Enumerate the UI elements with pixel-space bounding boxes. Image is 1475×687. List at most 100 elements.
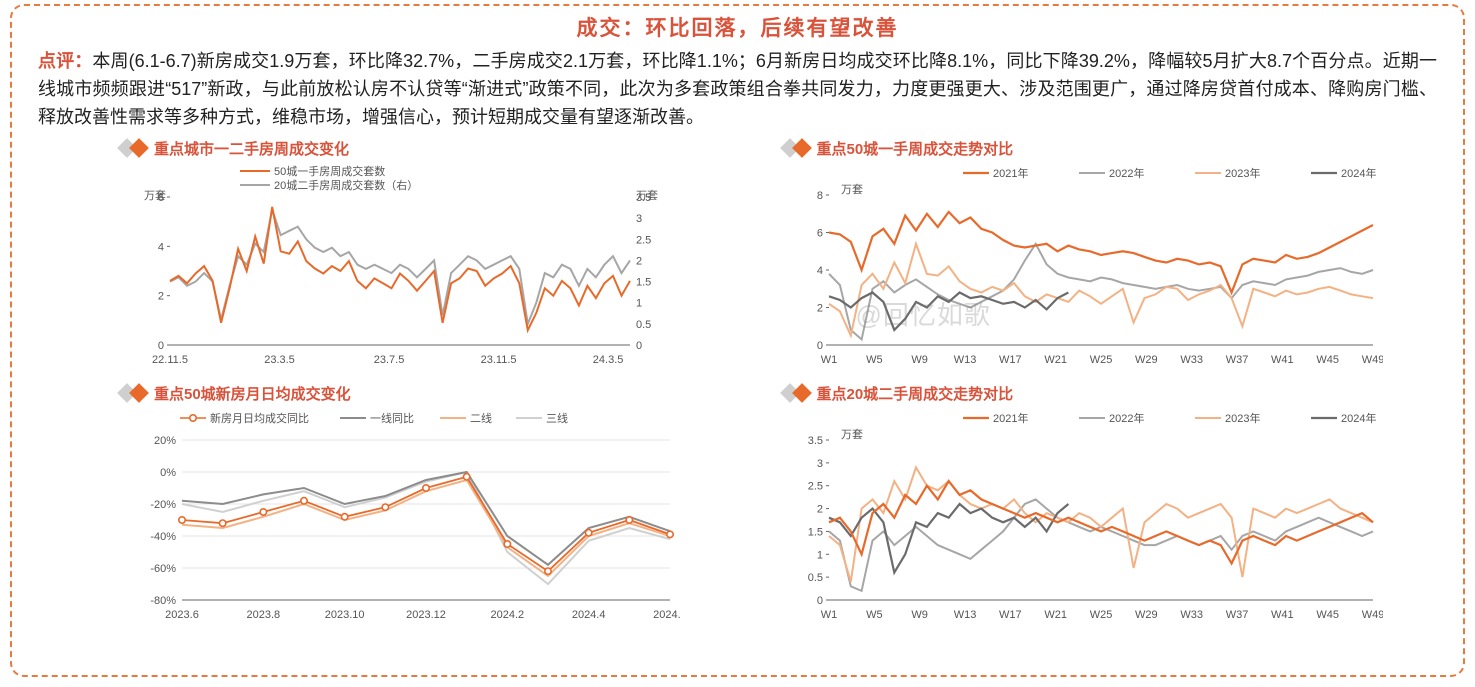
svg-text:W29: W29 xyxy=(1135,609,1158,621)
svg-text:2023.8: 2023.8 xyxy=(247,609,281,621)
svg-text:22.11.5: 22.11.5 xyxy=(152,354,188,366)
svg-text:2024年: 2024年 xyxy=(1341,166,1376,180)
svg-text:2: 2 xyxy=(816,302,822,314)
svg-text:23.7.5: 23.7.5 xyxy=(374,354,405,366)
svg-text:2023年: 2023年 xyxy=(1225,166,1260,180)
svg-text:23.3.5: 23.3.5 xyxy=(264,354,295,366)
svg-text:二线: 二线 xyxy=(470,411,492,425)
svg-text:2022年: 2022年 xyxy=(1109,166,1144,180)
chart4-title: 重点20城二手周成交走势对比 xyxy=(817,383,1014,404)
svg-text:2023.12: 2023.12 xyxy=(406,609,446,621)
chart2-header: 重点50城一手周成交走势对比 xyxy=(783,138,1416,159)
diamond-orange-icon xyxy=(129,138,149,158)
svg-text:W1: W1 xyxy=(820,354,837,366)
svg-text:6: 6 xyxy=(816,227,822,239)
svg-text:0: 0 xyxy=(816,595,822,607)
svg-text:0.5: 0.5 xyxy=(636,319,651,331)
chart2-svg: 2021年 2022年 2023年 2024年万套 0 2 4 6 8 W1 W5 W9 W13 W17 W… xyxy=(783,161,1383,371)
svg-text:W5: W5 xyxy=(866,609,883,621)
svg-text:W45: W45 xyxy=(1316,354,1339,366)
svg-text:2022年: 2022年 xyxy=(1109,411,1144,425)
charts-grid: 重点城市一二手房周成交变化 50城一手房周成交套数20城二手房周成交套数（右）万… xyxy=(30,138,1445,626)
report-title: 成交：环比回落，后续有望改善 xyxy=(30,12,1445,42)
svg-text:4: 4 xyxy=(816,265,822,277)
svg-text:3.5: 3.5 xyxy=(636,192,651,204)
svg-text:2024.6: 2024.6 xyxy=(653,609,680,621)
svg-text:20城二手房周成交套数（右）: 20城二手房周成交套数（右） xyxy=(274,178,418,192)
svg-text:W13: W13 xyxy=(953,609,976,621)
svg-text:2023.6: 2023.6 xyxy=(165,609,199,621)
svg-text:W33: W33 xyxy=(1180,609,1203,621)
svg-text:W1: W1 xyxy=(820,609,837,621)
svg-text:0%: 0% xyxy=(160,467,176,479)
svg-text:2: 2 xyxy=(816,503,822,515)
svg-text:23.11.5: 23.11.5 xyxy=(481,354,517,366)
svg-text:2024.2: 2024.2 xyxy=(491,609,525,621)
svg-text:W17: W17 xyxy=(999,354,1022,366)
svg-text:W41: W41 xyxy=(1271,609,1294,621)
svg-text:0: 0 xyxy=(816,340,822,352)
svg-text:2024.4: 2024.4 xyxy=(572,609,606,621)
svg-text:0: 0 xyxy=(636,340,642,352)
chart3-svg: 新房月日均成交同比一线同比二线三线-80%-60%-40%-20%0%20%20… xyxy=(120,406,680,626)
svg-text:万套: 万套 xyxy=(841,183,863,196)
svg-text:8: 8 xyxy=(816,190,822,202)
chart1-svg: 50城一手房周成交套数20城二手房周成交套数（右）万套万套024600.511.… xyxy=(120,161,680,371)
svg-text:W37: W37 xyxy=(1225,354,1248,366)
chart3-header: 重点50城新房月日均成交变化 xyxy=(120,383,753,404)
svg-text:W9: W9 xyxy=(911,354,928,366)
svg-text:2024年: 2024年 xyxy=(1341,411,1376,425)
svg-text:W21: W21 xyxy=(1044,609,1067,621)
svg-text:1: 1 xyxy=(816,549,822,561)
chart1-title: 重点城市一二手房周成交变化 xyxy=(154,138,349,159)
svg-text:一线同比: 一线同比 xyxy=(370,411,414,425)
svg-text:24.3.5: 24.3.5 xyxy=(593,354,624,366)
svg-text:W13: W13 xyxy=(953,354,976,366)
svg-text:W29: W29 xyxy=(1135,354,1158,366)
svg-text:1.5: 1.5 xyxy=(636,276,651,288)
chart3-title: 重点50城新房月日均成交变化 xyxy=(154,383,351,404)
svg-text:W49: W49 xyxy=(1361,609,1382,621)
chart2-title: 重点50城一手周成交走势对比 xyxy=(817,138,1014,159)
svg-text:1: 1 xyxy=(636,297,642,309)
svg-text:W49: W49 xyxy=(1361,354,1382,366)
svg-text:三线: 三线 xyxy=(546,411,568,425)
svg-text:-20%: -20% xyxy=(150,499,176,511)
svg-text:W41: W41 xyxy=(1271,354,1294,366)
svg-text:W37: W37 xyxy=(1225,609,1248,621)
chart2-block: 重点50城一手周成交走势对比 2021年 2022年 2023年 2024年万套 0 2 4… xyxy=(783,138,1416,381)
diamond-orange-icon xyxy=(792,138,812,158)
svg-text:W33: W33 xyxy=(1180,354,1203,366)
svg-text:W25: W25 xyxy=(1089,354,1112,366)
svg-text:2: 2 xyxy=(158,290,164,302)
svg-text:0.5: 0.5 xyxy=(807,572,822,584)
svg-text:2023年: 2023年 xyxy=(1225,411,1260,425)
chart4-header: 重点20城二手周成交走势对比 xyxy=(783,383,1416,404)
svg-text:20%: 20% xyxy=(154,435,176,447)
diamond-orange-icon xyxy=(129,383,149,403)
svg-text:万套: 万套 xyxy=(841,428,863,441)
svg-text:2: 2 xyxy=(636,255,642,267)
diamond-orange-icon xyxy=(792,383,812,403)
svg-text:2023.10: 2023.10 xyxy=(325,609,365,621)
svg-text:-80%: -80% xyxy=(150,595,176,607)
chart3-block: 重点50城新房月日均成交变化 新房月日均成交同比一线同比二线三线-80%-60%… xyxy=(120,383,753,626)
commentary-paragraph: 点评：本周(6.1-6.7)新房成交1.9万套，环比降32.7%，二手房成交2.… xyxy=(38,48,1437,132)
chart1-header: 重点城市一二手房周成交变化 xyxy=(120,138,753,159)
svg-text:W21: W21 xyxy=(1044,354,1067,366)
report-frame: 成交：环比回落，后续有望改善 点评：本周(6.1-6.7)新房成交1.9万套，环… xyxy=(10,4,1465,677)
chart4-block: 重点20城二手周成交走势对比 2021年 2022年 2023年 2024年万套 0 0.… xyxy=(783,383,1416,626)
svg-text:0: 0 xyxy=(158,340,164,352)
chart1-block: 重点城市一二手房周成交变化 50城一手房周成交套数20城二手房周成交套数（右）万… xyxy=(120,138,753,381)
svg-text:W5: W5 xyxy=(866,354,883,366)
commentary-lead: 点评： xyxy=(38,51,92,71)
svg-text:2021年: 2021年 xyxy=(993,166,1028,180)
commentary-body: 本周(6.1-6.7)新房成交1.9万套，环比降32.7%，二手房成交2.1万套… xyxy=(38,51,1437,127)
svg-text:2021年: 2021年 xyxy=(993,411,1028,425)
svg-text:-40%: -40% xyxy=(150,531,176,543)
svg-text:2.5: 2.5 xyxy=(807,480,822,492)
svg-text:W25: W25 xyxy=(1089,609,1112,621)
svg-text:W45: W45 xyxy=(1316,609,1339,621)
svg-text:W9: W9 xyxy=(911,609,928,621)
svg-text:3: 3 xyxy=(816,458,822,470)
